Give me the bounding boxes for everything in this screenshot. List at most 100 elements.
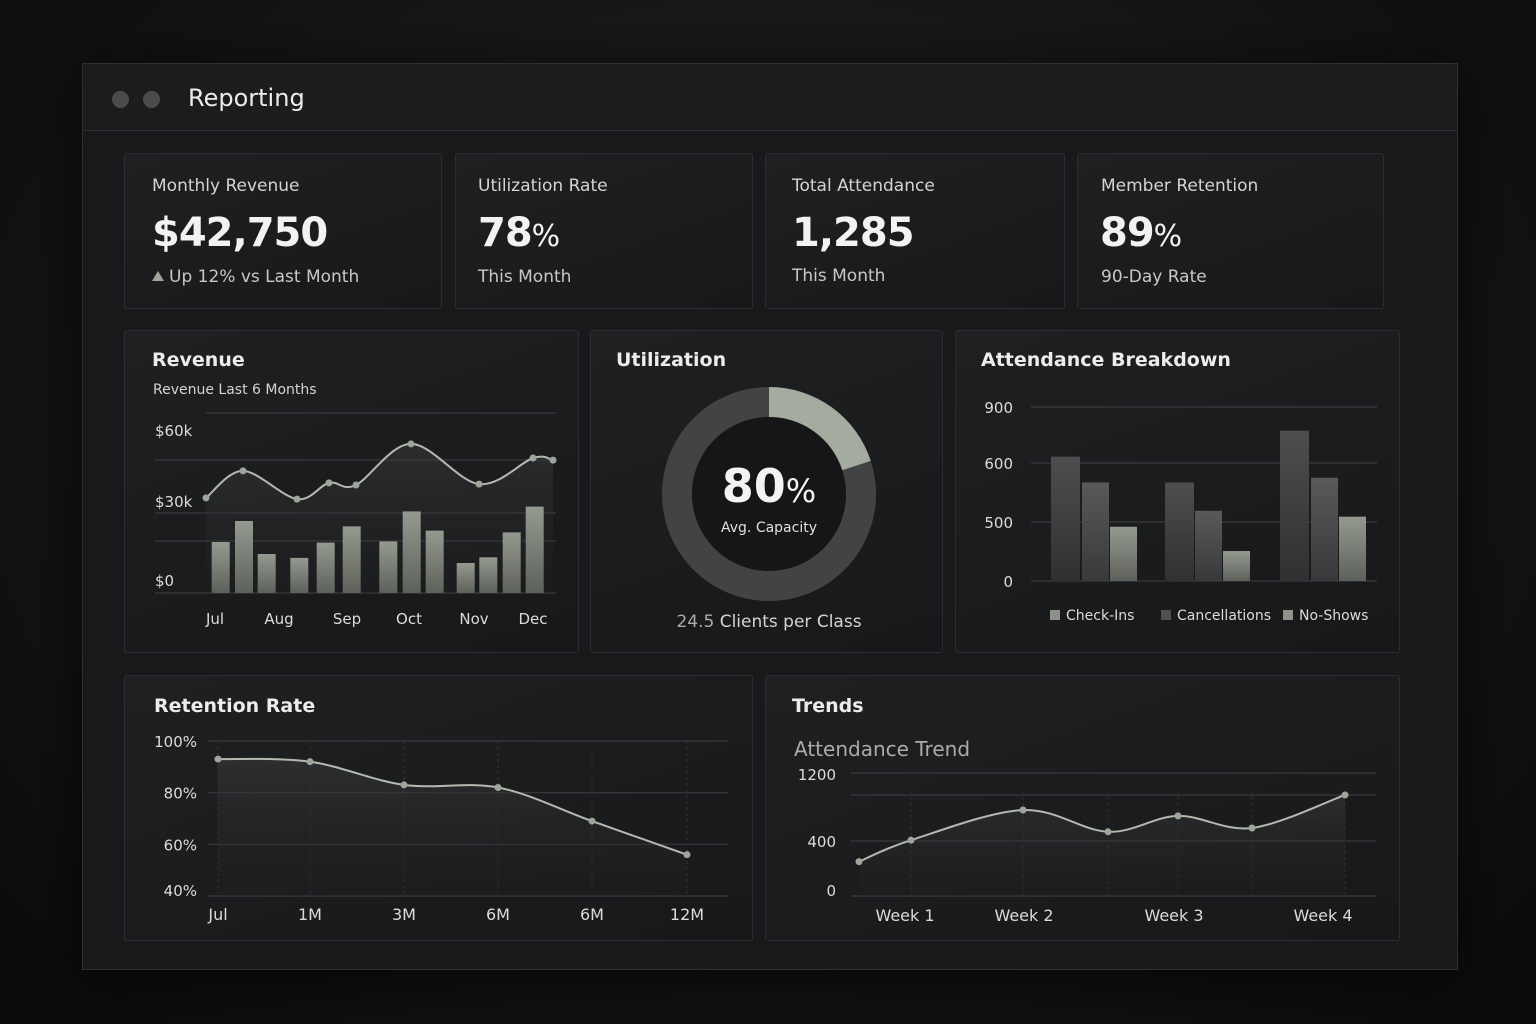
revenue-bar	[235, 521, 253, 593]
trend-subtitle: Attendance Trend	[794, 737, 971, 761]
y-tick-label: $30k	[155, 493, 193, 511]
trend-area	[859, 794, 1345, 896]
kpi-number: 89	[1100, 210, 1155, 256]
x-tick-label: 6M	[580, 905, 604, 924]
bar-cancellations	[1082, 482, 1109, 581]
trend-up-icon	[152, 271, 164, 281]
retention-line	[217, 757, 688, 856]
revenue-bar	[379, 541, 398, 593]
trend-point	[1019, 806, 1027, 814]
revenue-point	[549, 456, 557, 464]
revenue-point	[239, 467, 247, 475]
kpi-value: 89%	[1100, 210, 1182, 256]
x-tick-label: Dec	[518, 610, 547, 628]
y-tick-label: 0	[1003, 573, 1013, 591]
revenue-card: Revenue Revenue Last 6 Months $0 $30k $60k…	[124, 330, 579, 653]
y-tick-label: $60k	[155, 422, 193, 440]
trend-point	[1248, 824, 1256, 832]
y-tick-label: 100%	[154, 733, 197, 751]
bar-no-shows	[1223, 551, 1250, 581]
attendance-trend-chart: 0 400 1200 Week 1 Week 2 Week 3 Week 4	[798, 766, 1376, 925]
card-title: Revenue	[152, 349, 245, 371]
kpi-unit: %	[531, 219, 560, 254]
y-tick-label: $0	[155, 572, 174, 590]
retention-rate-chart: 40% 60% 80% 100% Jul 1M 3M 6M 6M 12M	[154, 733, 728, 924]
kpi-sub-text: Up 12% vs Last Month	[169, 267, 360, 287]
card-title: Attendance Breakdown	[981, 349, 1231, 371]
bar-cancellations	[1195, 510, 1222, 581]
x-tick-label: Sep	[333, 610, 361, 628]
revenue-point	[325, 479, 333, 487]
bar-check-ins	[1165, 482, 1194, 581]
retention-point	[494, 784, 502, 791]
trend-point	[855, 858, 863, 866]
retention-point	[588, 817, 596, 825]
revenue-bar	[402, 511, 421, 593]
clients-label: Clients per Class	[719, 612, 862, 632]
window-minimize-button[interactable]	[143, 91, 160, 108]
kpi-label: Monthly Revenue	[152, 176, 300, 196]
kpi-sub: This Month	[478, 267, 572, 287]
kpi-sub: Up 12% vs Last Month	[152, 267, 359, 287]
utilization-card: Utilization 80% Avg. Capacity 24.5 Clien…	[590, 330, 943, 653]
legend-swatch	[1283, 610, 1293, 620]
kpi-unit: %	[1153, 219, 1182, 254]
x-tick-label: Week 2	[994, 906, 1053, 925]
trends-card: Trends Attendance Trend 0 400 1200 Week 1 We…	[765, 675, 1400, 941]
trend-point	[1174, 812, 1182, 820]
attendance-breakdown-card: Attendance Breakdown 0 500 600 900 Check-Ins…	[955, 330, 1400, 653]
revenue-area	[206, 443, 553, 593]
clients-value: 24.5	[676, 612, 715, 632]
x-tick-label: Jul	[207, 905, 227, 924]
revenue-point	[407, 440, 415, 448]
donut-label: Avg. Capacity	[720, 520, 817, 536]
legend-label: Cancellations	[1177, 608, 1271, 624]
x-tick-label: 1M	[298, 905, 322, 924]
window-title: Reporting	[188, 84, 305, 112]
bar-no-shows	[1110, 526, 1137, 581]
window-close-button[interactable]	[112, 91, 129, 108]
bar-no-shows	[1339, 516, 1366, 581]
retention-area	[218, 758, 687, 896]
y-tick-label: 80%	[164, 785, 197, 803]
revenue-point	[352, 481, 360, 489]
x-tick-label: 3M	[392, 905, 416, 924]
trend-point	[907, 836, 915, 844]
retention-point	[306, 758, 314, 766]
revenue-chart: $0 $30k $60k Jul Aug Sep Oct Nov Dec	[155, 412, 557, 628]
y-tick-label: 60%	[164, 836, 197, 854]
retention-rate-card: Retention Rate 40% 60% 80% 100% Jul 1M 3M 6M 6M 1…	[124, 675, 753, 941]
kpi-card-total-attendance: Total Attendance 1,285 This Month	[765, 153, 1065, 309]
x-tick-label: 12M	[670, 905, 704, 924]
card-subtitle: Revenue Last 6 Months	[153, 382, 317, 398]
kpi-card-member-retention: Member Retention 89% 90-Day Rate	[1077, 153, 1384, 309]
kpi-number: 78	[478, 210, 533, 256]
kpi-card-monthly-revenue: Monthly Revenue $42,750 Up 12% vs Last M…	[124, 153, 442, 309]
legend-swatch	[1161, 610, 1171, 620]
revenue-point	[475, 480, 483, 488]
trend-point	[1104, 828, 1112, 836]
legend-label: No-Shows	[1299, 608, 1368, 624]
y-tick-label: 40%	[164, 882, 197, 900]
card-title: Retention Rate	[154, 695, 316, 717]
kpi-card-utilization-rate: Utilization Rate 78% This Month	[455, 153, 753, 309]
kpi-sub: 90-Day Rate	[1101, 267, 1207, 287]
revenue-bar	[257, 554, 276, 593]
kpi-value: 1,285	[792, 210, 915, 256]
x-tick-label: Aug	[264, 610, 293, 628]
revenue-bar	[479, 557, 498, 593]
y-tick-label: 400	[807, 833, 836, 851]
card-title: Utilization	[616, 349, 727, 371]
retention-point	[214, 755, 222, 763]
donut-number: 80	[721, 459, 786, 513]
utilization-donut	[662, 387, 876, 601]
x-tick-label: Week 1	[875, 906, 934, 925]
card-title: Trends	[792, 695, 864, 717]
kpi-value: $42,750	[152, 210, 328, 256]
bar-check-ins	[1280, 430, 1309, 581]
legend-swatch	[1050, 610, 1060, 620]
y-tick-label: 500	[984, 514, 1013, 532]
y-tick-label: 600	[984, 455, 1013, 473]
title-bar: Reporting	[83, 64, 1457, 131]
revenue-bar	[525, 506, 544, 593]
